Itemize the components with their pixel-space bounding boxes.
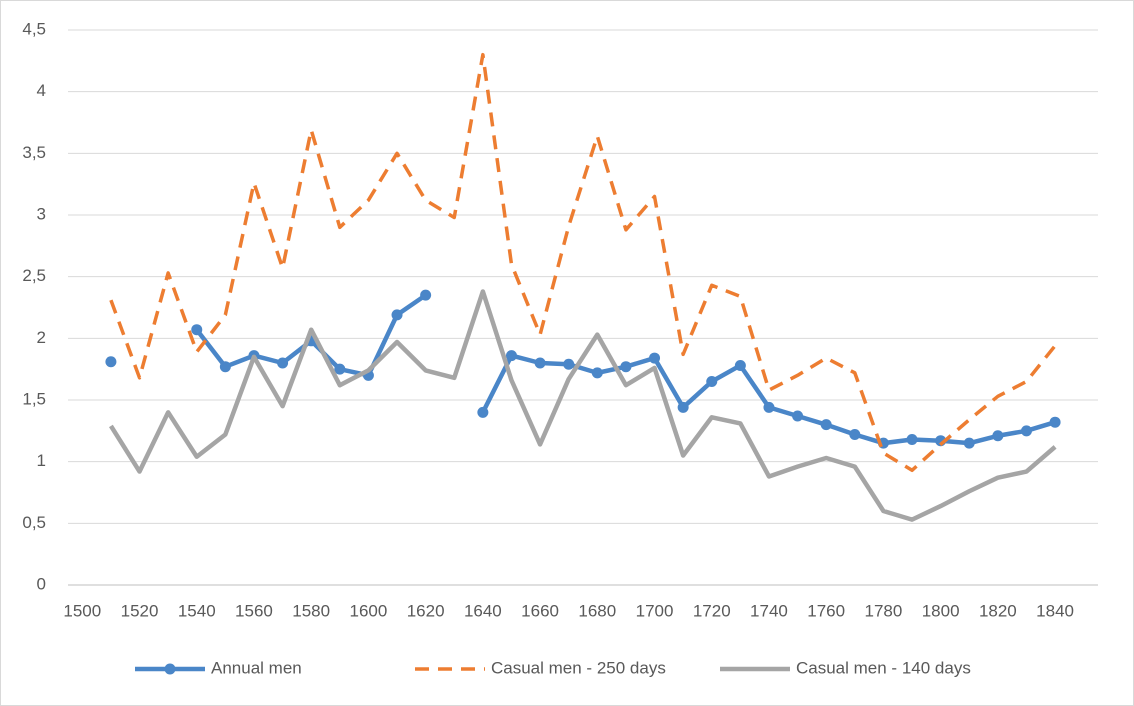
y-tick-label: 3: [37, 204, 46, 223]
legend-label: Casual men - 140 days: [796, 658, 971, 677]
data-point: [820, 419, 832, 431]
data-point: [734, 359, 746, 371]
x-tick-label: 1840: [1036, 601, 1074, 620]
data-point: [105, 356, 117, 368]
data-point: [620, 361, 632, 373]
x-tick-label: 1680: [578, 601, 616, 620]
x-tick-label: 1580: [292, 601, 330, 620]
legend-label: Casual men - 250 days: [491, 658, 666, 677]
x-tick-label: 1700: [636, 601, 674, 620]
x-tick-label: 1720: [693, 601, 731, 620]
legend-label: Annual men: [211, 658, 302, 677]
x-tick-label: 1760: [807, 601, 845, 620]
data-point: [1049, 416, 1061, 428]
data-point: [763, 401, 775, 413]
x-tick-label: 1600: [350, 601, 388, 620]
x-tick-label: 1500: [63, 601, 101, 620]
data-point: [591, 367, 603, 379]
y-tick-label: 3,5: [22, 143, 46, 162]
y-tick-label: 2,5: [22, 266, 46, 285]
data-point: [649, 352, 661, 364]
legend-marker: [164, 663, 176, 675]
data-point: [420, 289, 432, 301]
x-tick-label: 1520: [121, 601, 159, 620]
x-tick-label: 1740: [750, 601, 788, 620]
data-point: [391, 309, 403, 321]
data-point: [1020, 425, 1032, 437]
x-tick-label: 1660: [521, 601, 559, 620]
x-tick-label: 1820: [979, 601, 1017, 620]
data-point: [963, 437, 975, 449]
data-point: [277, 357, 289, 369]
legend-item: Casual men - 250 days: [415, 658, 666, 677]
data-point: [992, 430, 1004, 442]
data-point: [334, 363, 346, 375]
y-tick-label: 2: [37, 328, 46, 347]
data-point: [563, 358, 575, 370]
x-tick-label: 1560: [235, 601, 273, 620]
data-point: [505, 350, 517, 362]
y-tick-label: 0: [37, 574, 46, 593]
y-tick-label: 1: [37, 451, 46, 470]
x-tick-label: 1800: [922, 601, 960, 620]
legend-item: Annual men: [135, 658, 302, 677]
data-point: [219, 361, 231, 373]
data-point: [792, 410, 804, 422]
data-point: [534, 357, 546, 369]
data-point: [849, 429, 861, 441]
x-tick-label: 1540: [178, 601, 216, 620]
y-tick-label: 4,5: [22, 19, 46, 38]
y-tick-label: 4: [37, 81, 46, 100]
x-tick-label: 1620: [407, 601, 445, 620]
y-tick-label: 1,5: [22, 389, 46, 408]
data-point: [906, 433, 918, 445]
data-point: [477, 406, 489, 418]
data-point: [677, 401, 689, 413]
legend-item: Casual men - 140 days: [720, 658, 971, 677]
data-point: [191, 324, 203, 336]
data-point: [706, 376, 718, 387]
x-tick-label: 1780: [865, 601, 903, 620]
y-tick-label: 0,5: [22, 513, 46, 532]
series-line: [109, 289, 1057, 522]
x-tick-label: 1640: [464, 601, 502, 620]
